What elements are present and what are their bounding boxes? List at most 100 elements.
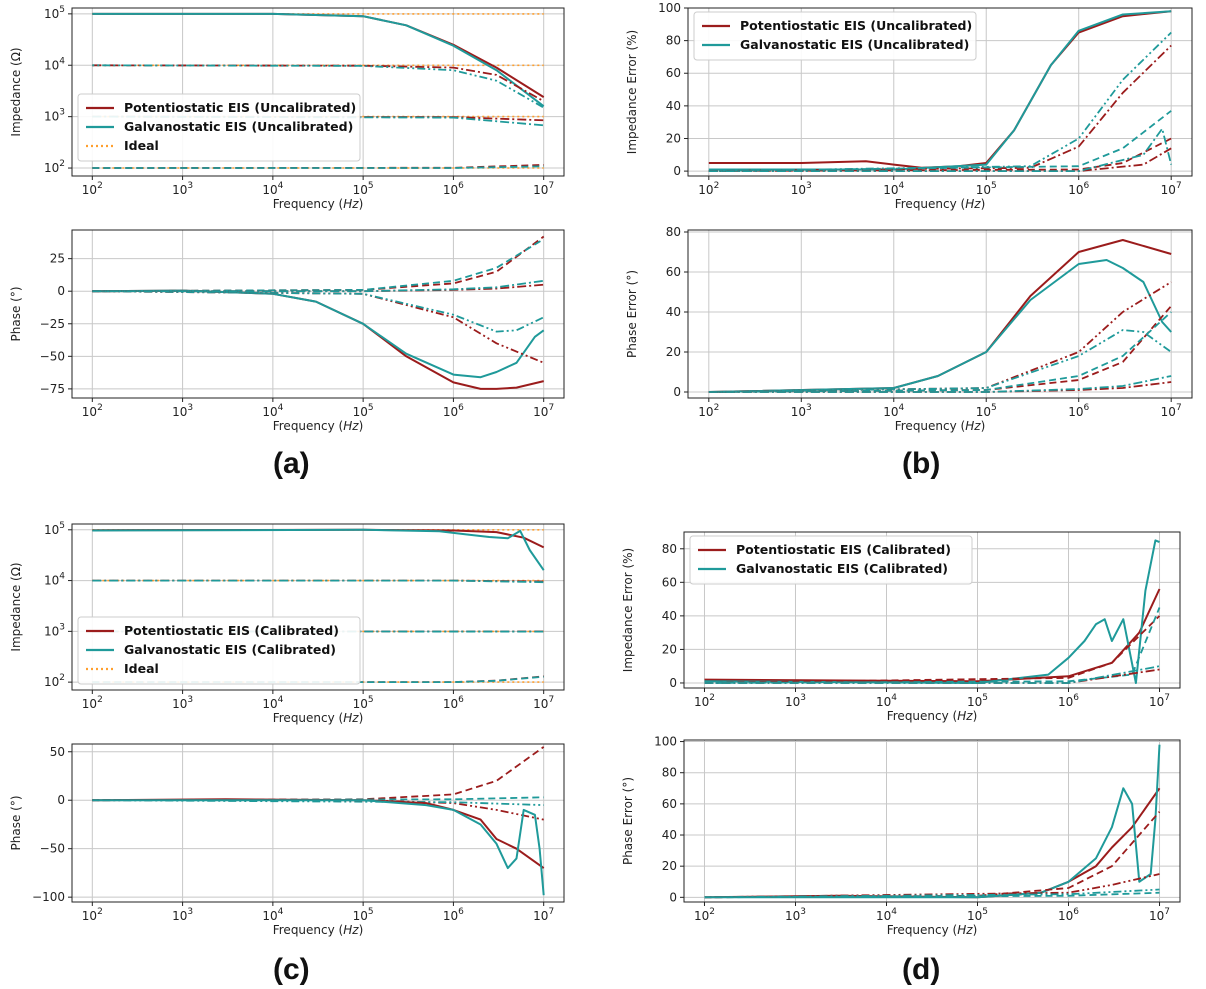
chart-a-bottom: 102 103 104 105 106 107 −75 −50 −25 0 25 Frequency … [9, 229, 565, 433]
x-tick-label: 102 [698, 403, 719, 419]
chart-c-bottom: 102 103 104 105 106 107 −100 −50 0 50 Frequency (H… [9, 743, 565, 937]
x-axis-label: Frequency (Hz) [273, 923, 364, 937]
x-tick-label: 102 [82, 907, 103, 923]
x-tick-label: 103 [172, 403, 193, 419]
series-line-gal-5 [704, 665, 1160, 684]
x-tick-label: 103 [172, 907, 193, 923]
legend-label: Galvanostatic EIS (Calibrated) [124, 642, 336, 657]
y-tick-label: −100 [32, 890, 65, 904]
x-axis-label: Frequency (Hz) [895, 419, 986, 433]
series-line-pot-4 [92, 235, 545, 293]
legend-label: Potentiostatic EIS (Uncalibrated) [740, 18, 972, 33]
plot-frame [687, 7, 1193, 177]
plot-frame [687, 229, 1193, 399]
x-axis-label: Frequency (Hz) [273, 419, 364, 433]
x-tick-label: 102 [82, 181, 103, 197]
x-tick-label: 105 [353, 907, 374, 923]
x-axis-label: Frequency (Hz) [273, 711, 364, 725]
chart-b-bottom: 102 103 104 105 106 107 0 20 40 60 80 Frequency (Hz… [625, 225, 1193, 433]
plot-frame [71, 523, 565, 691]
plot-frame [71, 229, 565, 399]
legend-box [689, 535, 973, 585]
x-tick-label: 105 [353, 181, 374, 197]
y-tick-label: 0 [669, 890, 677, 904]
x-tick-label: 105 [967, 907, 988, 923]
y-tick-label: 20 [662, 859, 677, 873]
series-line-gal-5 [704, 888, 1160, 899]
series-group [92, 235, 545, 390]
chart-d-top: 102 103 104 105 106 107 0 20 40 60 80 Frequency (Hz… [621, 531, 1181, 723]
y-tick-label: 100 [658, 1, 681, 15]
y-tick-label: 104 [44, 572, 65, 588]
x-tick-label: 103 [785, 693, 806, 709]
x-tick-label: 102 [82, 695, 103, 711]
y-axis-label: Impedance Error (%) [621, 548, 635, 672]
plot-frame [71, 7, 565, 177]
x-tick-label: 103 [791, 181, 812, 197]
x-tick-label: 107 [1149, 693, 1170, 709]
series-line-pot-0 [92, 289, 544, 390]
series-line-gal-1 [92, 796, 544, 802]
x-tick-label: 103 [172, 181, 193, 197]
series-group [704, 744, 1161, 899]
series-line-pot-2 [704, 811, 1161, 899]
series-line-pot-6 [708, 381, 1172, 393]
y-tick-label: 20 [662, 642, 677, 656]
series-line-gal-7 [708, 127, 1173, 173]
y-tick-label: 50 [50, 745, 65, 759]
series-line-pot-4 [92, 12, 545, 98]
legend-label: Galvanostatic EIS (Calibrated) [736, 561, 948, 576]
y-tick-label: 105 [44, 5, 65, 21]
x-tick-label: 103 [791, 403, 812, 419]
x-axis-label: Frequency (Hz) [273, 197, 364, 211]
x-tick-label: 105 [353, 695, 374, 711]
series-line-pot-4 [708, 305, 1172, 393]
series-line-gal-11 [92, 165, 544, 169]
series-line-pot-0 [704, 588, 1161, 683]
x-axis-label: Frequency (Hz) [887, 709, 978, 723]
legend-label: Potentiostatic EIS (Calibrated) [736, 542, 951, 557]
series-line-gal-5 [92, 799, 545, 896]
x-tick-label: 107 [1149, 907, 1170, 923]
legend-label: Ideal [124, 661, 159, 676]
series-line-pot-0 [704, 787, 1161, 899]
x-tick-label: 106 [443, 907, 464, 923]
x-tick-label: 106 [1058, 907, 1079, 923]
series-line-gal-7 [92, 579, 544, 584]
chart-a-top: 102 103 104 105 106 107102103104105Frequency … [9, 5, 565, 211]
x-tick-label: 104 [876, 907, 897, 923]
x-tick-label: 107 [1161, 403, 1182, 419]
x-tick-label: 104 [883, 181, 904, 197]
series-line-gal-3 [708, 31, 1172, 172]
x-tick-label: 103 [785, 907, 806, 923]
chart-d-bottom: 102 103 104 105 106 107 0 20 40 60 80 100 Frequency … [621, 735, 1181, 937]
x-tick-label: 104 [262, 181, 283, 197]
y-tick-label: 0 [57, 284, 65, 298]
x-tick-label: 105 [967, 693, 988, 709]
plot-frame [683, 531, 1181, 689]
y-tick-label: 20 [666, 345, 681, 359]
y-axis-label: Impedance (Ω) [9, 47, 23, 136]
x-tick-label: 107 [533, 695, 554, 711]
x-tick-label: 106 [1058, 693, 1079, 709]
series-line-pot-0 [708, 239, 1172, 393]
y-tick-label: −25 [40, 317, 65, 331]
x-tick-label: 103 [172, 695, 193, 711]
y-tick-label: 105 [44, 521, 65, 537]
legend-label: Galvanostatic EIS (Uncalibrated) [740, 37, 969, 52]
legend: Potentiostatic EIS (Uncalibrated) Galvano… [693, 11, 977, 61]
y-tick-label: −50 [40, 349, 65, 363]
y-axis-label: Phase (°) [9, 286, 23, 341]
y-tick-label: 80 [666, 225, 681, 239]
y-tick-label: 102 [44, 673, 65, 689]
y-tick-label: −75 [40, 382, 65, 396]
legend-label: Ideal [124, 138, 159, 153]
x-tick-label: 105 [353, 403, 374, 419]
x-tick-label: 104 [876, 693, 897, 709]
panel-label-c: (c) [273, 953, 310, 986]
y-axis-label: Phase (°) [9, 795, 23, 850]
x-tick-label: 105 [976, 181, 997, 197]
y-tick-label: 80 [666, 34, 681, 48]
legend-box [77, 93, 361, 162]
series-line-gal-1 [92, 289, 545, 379]
